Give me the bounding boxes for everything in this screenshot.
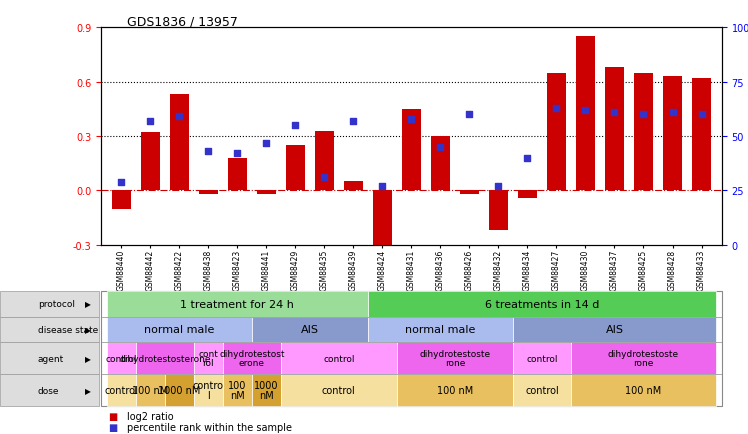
Text: dose: dose (38, 386, 59, 395)
Point (203, 148, 215, 155)
Text: 100 nM: 100 nM (132, 385, 168, 395)
Text: disease state: disease state (38, 325, 98, 334)
Point (464, 112, 476, 118)
Text: normal male: normal male (144, 325, 215, 334)
Text: 1 treatment for 24 h: 1 treatment for 24 h (180, 299, 294, 309)
Bar (518, 191, 537, 198)
Bar (663, 77, 682, 191)
Text: dihydrotestost
erone: dihydrotestost erone (219, 349, 284, 368)
Text: control: control (525, 385, 559, 395)
Bar (634, 73, 653, 191)
Text: AIS: AIS (605, 325, 624, 334)
Bar (460, 191, 479, 194)
Text: control: control (322, 385, 356, 395)
Text: protocol: protocol (38, 300, 75, 309)
Text: ■: ■ (108, 422, 117, 432)
Bar (489, 191, 508, 231)
Bar (228, 158, 247, 191)
Text: ▶: ▶ (85, 325, 91, 334)
Text: log2 ratio: log2 ratio (127, 411, 174, 421)
Text: control: control (323, 354, 355, 363)
Text: cont
rol: cont rol (198, 349, 218, 368)
Point (492, 183, 504, 190)
Text: control: control (526, 354, 558, 363)
Bar (257, 191, 276, 194)
Text: normal male: normal male (405, 325, 476, 334)
Bar (373, 191, 392, 249)
Bar (141, 133, 160, 191)
Point (174, 114, 186, 121)
Point (144, 118, 156, 125)
Bar (170, 95, 188, 191)
Text: dihydrotestoste
rone: dihydrotestoste rone (420, 349, 491, 368)
Point (289, 122, 301, 129)
Bar (344, 182, 363, 191)
Text: 100
nM: 100 nM (228, 380, 247, 401)
Point (319, 174, 331, 181)
Text: ▶: ▶ (85, 354, 91, 363)
Bar (199, 191, 218, 194)
Text: percentile rank within the sample: percentile rank within the sample (127, 422, 292, 432)
Point (231, 151, 243, 158)
Text: ▶: ▶ (85, 386, 91, 395)
Text: dihydrotestoste
rone: dihydrotestoste rone (608, 349, 679, 368)
Text: AIS: AIS (301, 325, 319, 334)
Point (637, 112, 649, 118)
Text: 100 nM: 100 nM (625, 385, 662, 395)
Bar (402, 109, 421, 191)
Point (376, 183, 388, 190)
Text: 6 treatments in 14 d: 6 treatments in 14 d (485, 299, 599, 309)
Text: agent: agent (38, 354, 64, 363)
Text: GDS1836 / 13957: GDS1836 / 13957 (127, 15, 238, 28)
Text: 100 nM: 100 nM (437, 385, 473, 395)
Bar (576, 37, 595, 191)
Point (435, 144, 447, 151)
Text: control: control (105, 354, 137, 363)
Bar (286, 146, 304, 191)
Bar (112, 191, 131, 209)
Point (405, 116, 417, 123)
Bar (547, 73, 566, 191)
Text: 1000 nM: 1000 nM (158, 385, 200, 395)
Text: ▶: ▶ (85, 300, 91, 309)
Text: dihydrotestosterone: dihydrotestosterone (119, 354, 210, 363)
Point (521, 155, 533, 162)
Point (580, 107, 592, 114)
Point (115, 179, 127, 186)
Point (347, 118, 359, 125)
Point (696, 112, 708, 118)
Text: control: control (105, 385, 138, 395)
Bar (692, 79, 711, 191)
Point (260, 140, 272, 147)
Point (551, 105, 562, 112)
Text: contro
l: contro l (193, 380, 224, 401)
Bar (431, 137, 450, 191)
Point (608, 109, 620, 116)
Point (666, 109, 678, 116)
Text: 1000
nM: 1000 nM (254, 380, 278, 401)
Text: ■: ■ (108, 411, 117, 421)
Bar (315, 131, 334, 191)
Bar (605, 68, 624, 191)
